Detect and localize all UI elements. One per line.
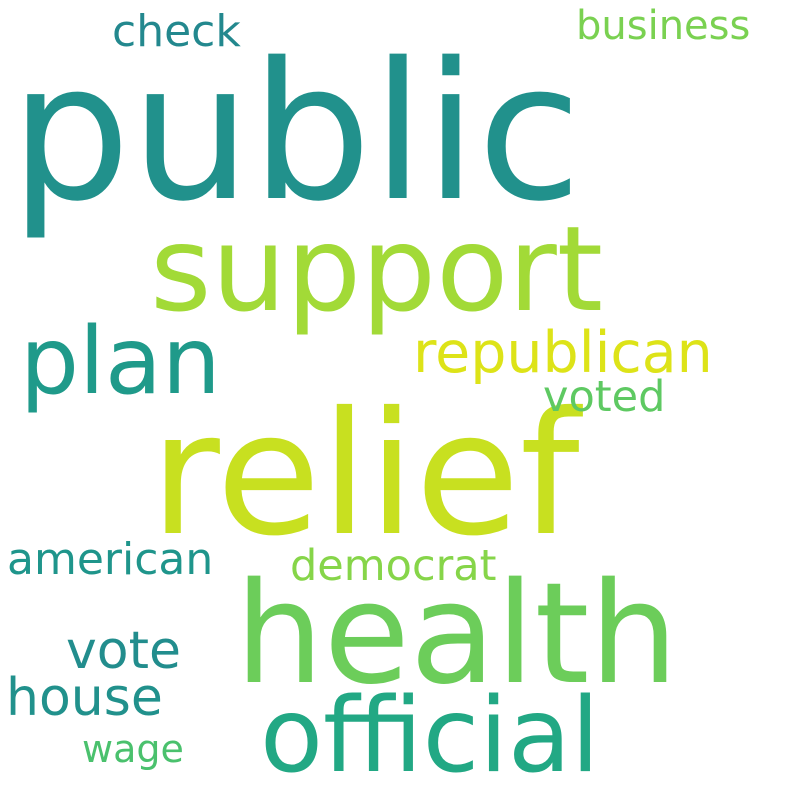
word-plan: plan	[20, 307, 221, 415]
word-health: health	[235, 553, 679, 716]
word-check: check	[112, 6, 241, 57]
word-american: american	[7, 534, 214, 585]
word-democrat: democrat	[290, 541, 497, 591]
word-house: house	[6, 668, 163, 728]
word-voted: voted	[543, 372, 666, 422]
word-vote: vote	[66, 621, 181, 681]
word-support: support	[150, 200, 604, 338]
word-republican: republican	[413, 320, 713, 386]
word-business: business	[576, 3, 751, 49]
word-public: public	[10, 22, 582, 243]
word-relief: relief	[150, 376, 580, 574]
word-official: official	[260, 676, 600, 796]
word-wage: wage	[82, 727, 184, 771]
